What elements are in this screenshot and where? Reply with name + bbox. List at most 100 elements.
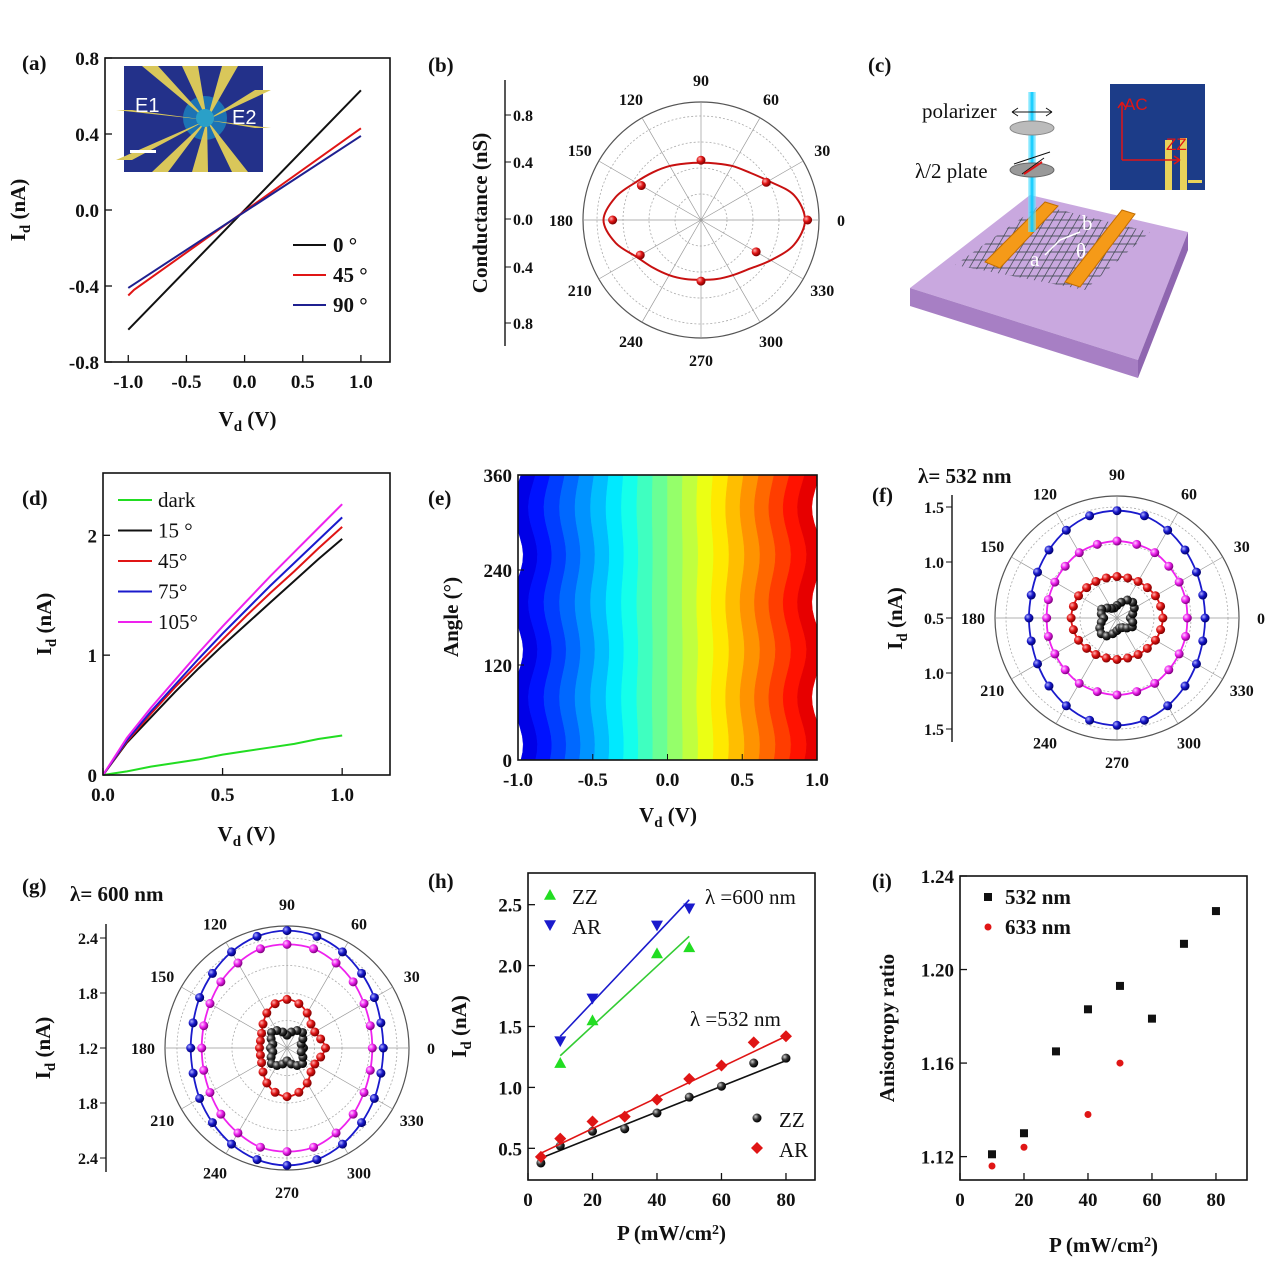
data-point — [188, 1018, 198, 1028]
panel-label: (f) — [872, 483, 893, 507]
radial-tick-label: 0.4 — [513, 155, 533, 172]
data-point — [1019, 1129, 1028, 1138]
data-point — [270, 1087, 280, 1097]
radial-tick-label: 1.0 — [924, 555, 944, 572]
data-point — [1163, 525, 1173, 535]
data-point — [696, 276, 706, 286]
data-point — [747, 1036, 760, 1049]
data-point — [1082, 643, 1092, 653]
angle-label: 270 — [689, 353, 713, 370]
data-point — [294, 1087, 304, 1097]
data-point — [282, 926, 292, 936]
inset-electrode — [207, 66, 238, 120]
data-point — [1150, 635, 1160, 645]
inset-electrode — [182, 66, 207, 120]
angle-label: 180 — [549, 213, 573, 230]
angle-label: 300 — [759, 334, 783, 351]
inset-electrode — [207, 120, 248, 172]
x-tick-label: 1.0 — [805, 770, 829, 791]
angle-label: 180 — [961, 611, 985, 628]
annotation-532nm: λ =532 nm — [690, 1007, 781, 1031]
radial-axis-label: Id (nA) — [31, 1017, 59, 1080]
y-tick-label: 1.24 — [921, 867, 955, 888]
data-point — [1158, 613, 1168, 623]
angle-label: 60 — [351, 916, 367, 933]
fit-line — [559, 899, 690, 1037]
radial-tick-label: 1.8 — [78, 1096, 98, 1113]
axis-b-label: b — [1082, 211, 1093, 235]
data-point — [715, 1059, 728, 1072]
angle-label: 0 — [837, 213, 845, 230]
data-point — [1150, 548, 1160, 558]
x-tick-label: 1.0 — [349, 372, 373, 393]
data-point — [1061, 701, 1071, 711]
data-point — [1191, 659, 1201, 669]
data-point — [1084, 1111, 1092, 1119]
angle-label: 120 — [1033, 486, 1057, 503]
data-point — [282, 1160, 292, 1170]
heatmap-band — [681, 474, 699, 761]
x-tick-label: 0.5 — [291, 372, 315, 393]
heatmap-band — [651, 474, 668, 761]
data-point — [1198, 590, 1208, 600]
data-point — [195, 1093, 205, 1103]
data-point — [316, 1052, 326, 1062]
plot-frame — [102, 472, 391, 776]
angle-label: 150 — [150, 969, 174, 986]
panel-h: (h) 0 20 40 60 80 0.5 1.0 1.5 2.0 2.5 P (mW/cm2) Id … — [428, 869, 816, 1245]
data-point — [1026, 636, 1036, 646]
data-point — [376, 1018, 386, 1028]
plot-frame — [959, 875, 1248, 1181]
x-tick-label: 0.0 — [656, 770, 680, 791]
x-tick-label: 40 — [647, 1190, 666, 1211]
data-point — [650, 947, 663, 959]
data-point — [255, 1050, 265, 1060]
data-point — [365, 1021, 375, 1031]
x-tick-label: 60 — [1142, 1190, 1161, 1211]
data-point — [270, 999, 280, 1009]
grid-spoke — [700, 117, 761, 221]
data-point — [186, 1043, 196, 1053]
panel-label: (g) — [22, 874, 47, 898]
data-point — [1150, 678, 1160, 688]
inset-micrograph: E1 E2 — [116, 66, 271, 172]
x-tick-label: -0.5 — [171, 372, 201, 393]
inset-electrode — [192, 120, 208, 172]
panel-g: (g) λ= 600 nm 0 30 60 90 120 150 180 210 240 270 300… — [22, 874, 435, 1202]
x-tick-label: 60 — [712, 1190, 731, 1211]
inset-electrode — [1165, 140, 1172, 190]
data-point — [282, 994, 292, 1004]
angle-label: 210 — [568, 283, 592, 300]
angle-label: 0 — [1257, 611, 1265, 628]
data-point — [1101, 573, 1111, 583]
data-point — [1068, 601, 1078, 611]
data-point — [781, 1053, 791, 1063]
data-point — [262, 1008, 272, 1018]
y-axis-label: Id (nA) — [6, 179, 34, 242]
heatmap-band — [621, 474, 639, 761]
legend-label: 0 ° — [333, 233, 357, 257]
data-point — [369, 993, 379, 1003]
data-point — [233, 1128, 243, 1138]
data-point — [988, 1162, 996, 1170]
panel-label: (h) — [428, 869, 454, 893]
angle-label: 90 — [1109, 467, 1125, 484]
x-tick-label: 20 — [1014, 1190, 1033, 1211]
substrate-side-right — [1138, 232, 1188, 378]
legend-marker — [544, 889, 556, 900]
inset-axis-arrows — [1117, 101, 1181, 165]
radial-tick-label: 0.8 — [513, 316, 533, 333]
data-point — [586, 993, 599, 1005]
y-tick-label: 0 — [88, 766, 98, 787]
data-point — [1092, 539, 1102, 549]
x-tick-label: 1.0 — [330, 785, 354, 806]
data-point — [650, 1093, 663, 1106]
panel-f: (f) λ= 532 nm 0 30 60 90 120 150 180 210 240 270 300… — [872, 464, 1265, 772]
angle-label: 90 — [279, 897, 295, 914]
fit-curve — [602, 161, 807, 281]
grid-spoke — [641, 117, 702, 221]
panel-d: (d) 0.0 0.5 1.0 0 1 2 Vd (V) Id (nA) dark 15 ° 45° 7… — [22, 472, 391, 850]
grid-spoke — [598, 219, 702, 280]
data-point — [683, 1072, 696, 1085]
data-point — [635, 250, 645, 260]
